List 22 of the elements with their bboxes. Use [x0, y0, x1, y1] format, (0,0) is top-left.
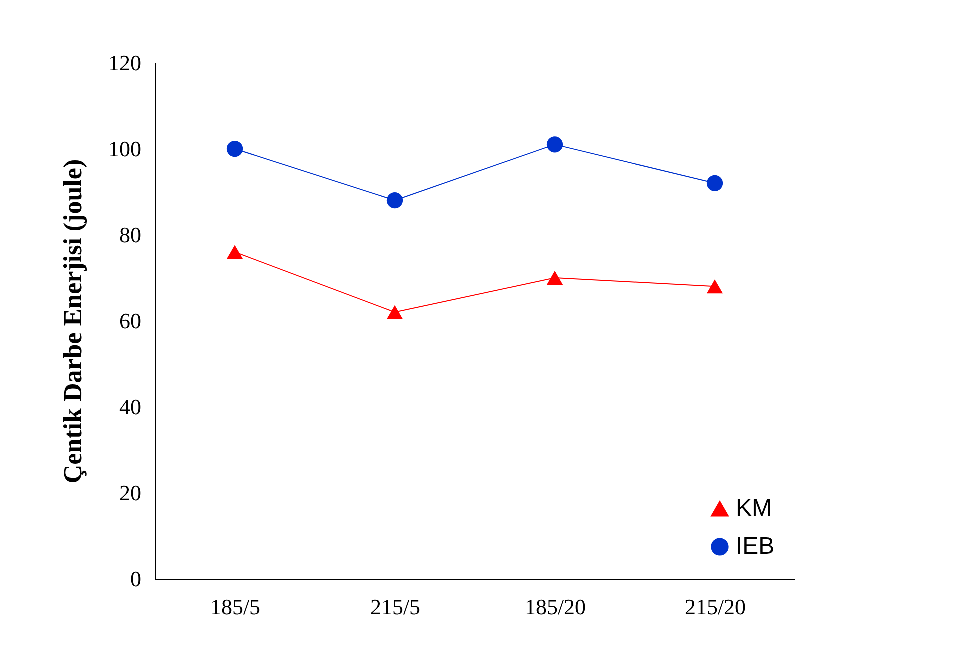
y-tick-label: 40: [120, 394, 142, 420]
y-axis-title: Çentik Darbe Enerjisi (joule): [58, 159, 88, 484]
y-tick-label: 20: [120, 480, 142, 506]
point: [386, 192, 404, 209]
point: [226, 245, 244, 260]
point: [546, 136, 564, 153]
point: [546, 271, 564, 285]
y-tick-label: 100: [108, 136, 142, 162]
legend-label: KM: [736, 495, 772, 522]
point: [226, 140, 244, 158]
y-tick-label: 120: [108, 50, 142, 76]
y-tick-label: 0: [130, 566, 142, 592]
point: [706, 175, 724, 192]
x-tick-label: 215/20: [684, 594, 746, 620]
point: [706, 280, 724, 294]
y-tick-label: 60: [120, 308, 142, 334]
x-tick-label: 215/5: [370, 594, 421, 620]
x-tick-label: 185/20: [524, 594, 586, 620]
y-tick-label: 80: [120, 222, 142, 248]
x-tick-label: 185/5: [210, 594, 261, 620]
legend-label: IEB: [736, 533, 775, 560]
point: [386, 305, 404, 320]
